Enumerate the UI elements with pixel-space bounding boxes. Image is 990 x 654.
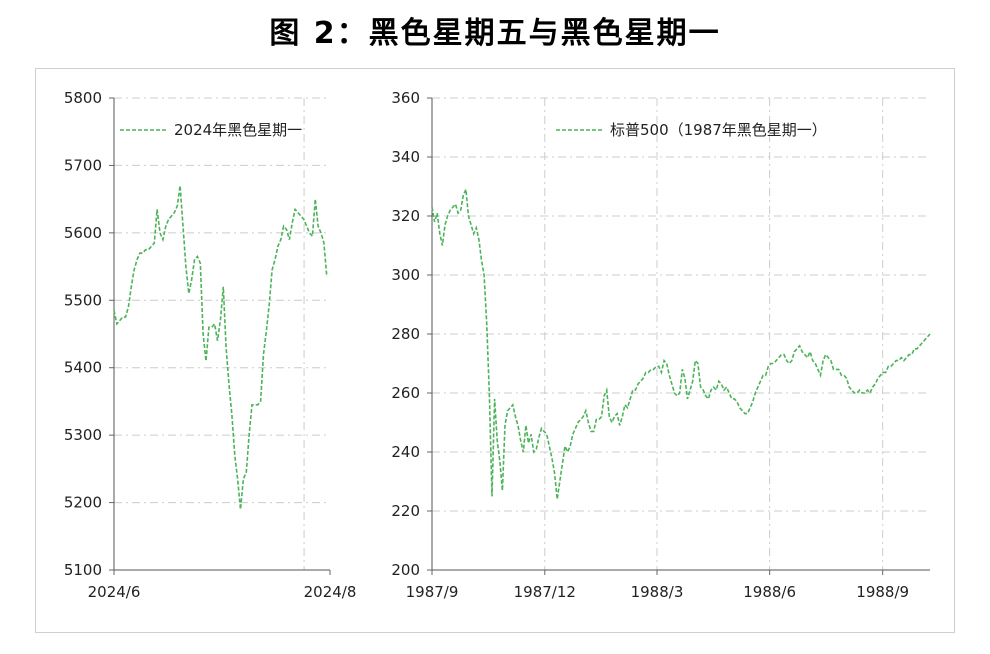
chart-1: 5100 5200 5300 5400 5500 5600 5700 5800 2024/6 20… (64, 89, 357, 601)
y-tick-label: 360 (391, 89, 420, 107)
y-tick-label: 5100 (64, 561, 102, 579)
figure-title: 图 2：黑色星期五与黑色星期一 (269, 16, 721, 51)
y-tick-label: 5200 (64, 494, 102, 512)
x-tick-label: 1988/9 (856, 583, 909, 601)
y-tick-label: 5400 (64, 359, 102, 377)
series-line-1 (431, 186, 931, 500)
chart-2: 200 220 240 260 280 300 320 340 360 1987/9 1987/12… (391, 89, 931, 601)
chart-frame (35, 68, 955, 633)
x-tick-label: 2024/6 (88, 583, 141, 601)
y-tick-label: 5300 (64, 426, 102, 444)
x-tick-label: 1988/3 (631, 583, 684, 601)
y-tick-label: 260 (391, 384, 420, 402)
y-tick-label: 280 (391, 325, 420, 343)
y-tick-label: 5700 (64, 156, 102, 174)
legend-label: 2024年黑色星期一 (174, 121, 302, 139)
y-tick-label: 340 (391, 148, 420, 166)
y-tick-label: 5600 (64, 224, 102, 242)
y-tick-label: 300 (391, 266, 420, 284)
legend-label: 标普500（1987年黑色星期一） (610, 121, 827, 139)
y-tick-label: 5500 (64, 291, 102, 309)
y-tick-label: 220 (391, 502, 420, 520)
y-tick-label: 200 (391, 561, 420, 579)
x-tick-label: 2024/8 (304, 583, 357, 601)
series-line-1 (113, 185, 328, 510)
y-tick-label: 320 (391, 207, 420, 225)
y-tick-label: 240 (391, 443, 420, 461)
x-tick-label: 1987/9 (406, 583, 459, 601)
x-tick-label: 1988/6 (743, 583, 796, 601)
y-tick-label: 5800 (64, 89, 102, 107)
x-tick-label: 1987/12 (514, 583, 576, 601)
